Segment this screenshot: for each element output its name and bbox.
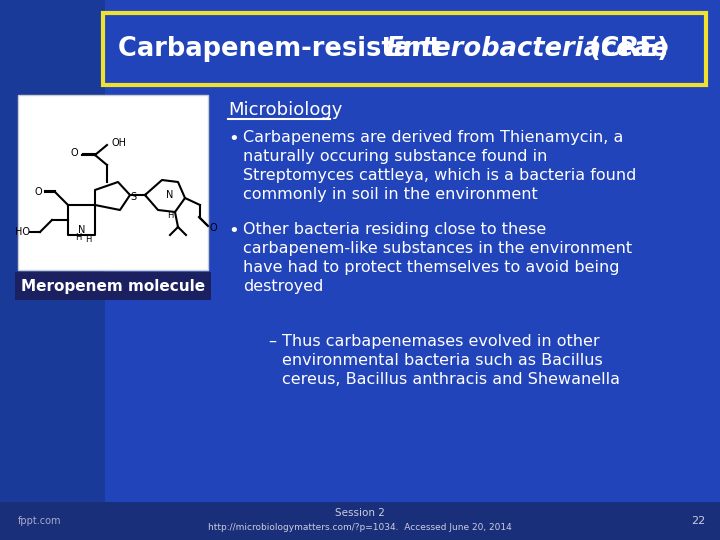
Text: Microbiology: Microbiology bbox=[228, 101, 343, 119]
Text: Thus carbapenemases evolved in other: Thus carbapenemases evolved in other bbox=[282, 334, 600, 349]
Text: destroyed: destroyed bbox=[243, 279, 323, 294]
Text: H: H bbox=[85, 235, 91, 245]
Text: N: N bbox=[78, 225, 86, 235]
Text: Carbapenem-resistant: Carbapenem-resistant bbox=[118, 36, 451, 62]
Text: Streptomyces cattleya, which is a bacteria found: Streptomyces cattleya, which is a bacter… bbox=[243, 168, 636, 183]
Text: HO: HO bbox=[15, 227, 30, 237]
Text: Meropenem molecule: Meropenem molecule bbox=[21, 279, 205, 294]
Text: O: O bbox=[71, 148, 78, 158]
Text: Session 2: Session 2 bbox=[335, 508, 385, 518]
Text: O: O bbox=[209, 223, 217, 233]
Text: commonly in soil in the environment: commonly in soil in the environment bbox=[243, 187, 538, 202]
FancyBboxPatch shape bbox=[103, 13, 706, 85]
FancyBboxPatch shape bbox=[0, 502, 720, 540]
FancyBboxPatch shape bbox=[18, 95, 208, 270]
Text: OH: OH bbox=[112, 138, 127, 148]
Text: Enterobacteriaceae: Enterobacteriaceae bbox=[385, 36, 669, 62]
Text: cereus, Bacillus anthracis and Shewanella: cereus, Bacillus anthracis and Shewanell… bbox=[282, 372, 620, 387]
Text: H: H bbox=[75, 233, 81, 241]
Text: fppt.com: fppt.com bbox=[18, 516, 61, 526]
Text: •: • bbox=[228, 130, 239, 148]
Text: Carbapenems are derived from Thienamycin, a: Carbapenems are derived from Thienamycin… bbox=[243, 130, 624, 145]
Text: (CRE): (CRE) bbox=[580, 36, 669, 62]
Text: O: O bbox=[35, 187, 42, 197]
Text: N: N bbox=[166, 190, 174, 200]
FancyBboxPatch shape bbox=[0, 0, 105, 540]
FancyBboxPatch shape bbox=[15, 272, 211, 300]
Text: H: H bbox=[167, 211, 174, 219]
Text: 22: 22 bbox=[690, 516, 705, 526]
Text: S: S bbox=[130, 192, 136, 202]
Text: •: • bbox=[228, 222, 239, 240]
Text: Other bacteria residing close to these: Other bacteria residing close to these bbox=[243, 222, 546, 237]
Text: have had to protect themselves to avoid being: have had to protect themselves to avoid … bbox=[243, 260, 619, 275]
Text: –: – bbox=[268, 334, 276, 349]
Text: carbapenem-like substances in the environment: carbapenem-like substances in the enviro… bbox=[243, 241, 632, 256]
Text: http://microbiologymatters.com/?p=1034.  Accessed June 20, 2014: http://microbiologymatters.com/?p=1034. … bbox=[208, 523, 512, 531]
Text: naturally occuring substance found in: naturally occuring substance found in bbox=[243, 149, 547, 164]
Text: environmental bacteria such as Bacillus: environmental bacteria such as Bacillus bbox=[282, 353, 603, 368]
